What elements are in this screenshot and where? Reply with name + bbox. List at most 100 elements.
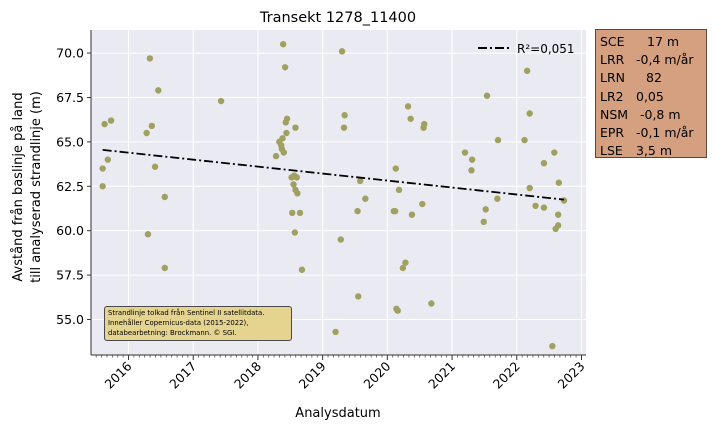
data-point xyxy=(155,87,162,94)
data-credit-box: Strandlinje tolkad från Sentinel II sate… xyxy=(104,306,292,341)
credit-line: databearbetning: Brockmann. © SGI. xyxy=(108,328,237,337)
data-point xyxy=(394,307,401,314)
stat-row-sce: SCE 17 m xyxy=(600,33,706,51)
data-point xyxy=(146,55,154,62)
stat-value: 17 m xyxy=(647,34,680,49)
data-point xyxy=(494,195,501,202)
data-point xyxy=(281,64,289,71)
x-tick-label: 2017 xyxy=(166,359,199,392)
data-point xyxy=(298,266,306,273)
stat-value: 3,5 m xyxy=(636,143,673,159)
data-point xyxy=(540,159,548,167)
x-tick-label: 2022 xyxy=(490,359,523,392)
trend-line-group xyxy=(102,148,565,201)
y-tick-label: 67.5 xyxy=(56,90,84,105)
stat-key: SCE xyxy=(600,34,625,49)
stat-key: LSE xyxy=(600,143,623,159)
credit-line: Strandlinje tolkad från Sentinel II sate… xyxy=(108,309,265,317)
stat-row-epr: EPR -0,1 m/år xyxy=(600,124,706,142)
data-point xyxy=(395,186,403,194)
data-point xyxy=(402,259,409,266)
data-point xyxy=(482,206,489,213)
statistics-box: SCE 17 m LRR -0,4 m/år LRN 82 LR2 0,05 NSM -0… xyxy=(595,29,707,158)
data-point xyxy=(148,122,156,130)
legend: R²=0,051 xyxy=(478,42,575,56)
y-tick-label: 57.5 xyxy=(56,268,84,283)
data-point xyxy=(526,110,533,117)
data-point xyxy=(338,48,346,55)
stat-row-lr2: LR2 0,05 xyxy=(600,88,706,106)
data-point xyxy=(421,120,428,128)
data-point xyxy=(283,129,290,137)
data-point xyxy=(291,229,299,236)
data-point xyxy=(107,117,115,124)
data-point xyxy=(280,149,288,156)
stat-value: 0,05 xyxy=(636,88,664,104)
data-point xyxy=(290,181,297,188)
data-point xyxy=(341,112,348,119)
data-point xyxy=(356,177,364,185)
stat-key: LRN xyxy=(600,70,625,86)
y-tick-label: 62.5 xyxy=(56,179,84,194)
data-point xyxy=(217,97,225,105)
data-point xyxy=(332,328,339,336)
data-point xyxy=(408,211,416,218)
data-point xyxy=(551,149,558,156)
data-point xyxy=(294,190,301,197)
data-point xyxy=(526,184,533,192)
chart-title: Transekt 1278_11400 xyxy=(259,10,416,26)
data-point xyxy=(151,163,159,170)
stat-row-nsm: NSM -0,8 m xyxy=(600,106,706,124)
data-point xyxy=(419,200,426,208)
data-point xyxy=(144,231,152,238)
stat-value: -0,1 m/år xyxy=(636,125,694,141)
stat-row-lse: LSE 3,5 m xyxy=(600,142,706,160)
data-point xyxy=(523,67,531,75)
stat-value: -0,4 m/år xyxy=(636,52,694,68)
data-point xyxy=(391,207,399,215)
y-tick-label: 65.0 xyxy=(56,134,84,149)
data-point xyxy=(99,183,106,190)
data-point xyxy=(521,136,528,144)
data-point xyxy=(279,41,287,48)
data-point xyxy=(362,195,369,202)
stat-value: -0,8 m xyxy=(640,106,681,122)
x-tick-label: 2021 xyxy=(425,359,458,392)
data-point xyxy=(428,300,435,307)
x-tick-label: 2023 xyxy=(554,359,587,392)
grid-lines xyxy=(91,30,586,355)
x-tick-label: 2019 xyxy=(296,358,329,391)
data-point xyxy=(532,202,539,210)
data-point xyxy=(161,264,168,272)
x-axis-label: Analysdatum xyxy=(295,406,380,421)
data-point xyxy=(143,129,150,137)
x-tick-label: 2016 xyxy=(102,358,135,391)
data-point xyxy=(283,115,291,122)
data-point xyxy=(560,197,568,204)
data-point xyxy=(468,156,476,163)
data-point xyxy=(554,211,562,218)
y-axis-label-line-2: till analyserad strandlinje (m) xyxy=(29,91,44,283)
data-point xyxy=(554,222,562,229)
data-point xyxy=(354,207,361,215)
y-axis-label-line-1: Avstånd från baslinje på land xyxy=(11,92,26,281)
data-point xyxy=(407,115,414,122)
y-tick-label: 70.0 xyxy=(56,46,84,61)
data-point xyxy=(99,165,106,172)
data-point xyxy=(483,92,491,99)
x-tick-label: 2020 xyxy=(360,358,393,391)
data-point xyxy=(399,264,407,272)
data-point xyxy=(555,179,563,186)
data-point xyxy=(292,124,299,131)
data-point xyxy=(289,209,296,217)
data-point xyxy=(392,165,399,172)
data-point xyxy=(279,135,286,142)
data-point xyxy=(340,124,348,131)
stat-row-lrn: LRN 82 xyxy=(600,69,706,87)
data-point xyxy=(540,204,548,211)
stat-value: 82 xyxy=(646,70,662,86)
data-point xyxy=(355,293,362,300)
data-point xyxy=(549,342,556,350)
data-points xyxy=(99,41,568,350)
